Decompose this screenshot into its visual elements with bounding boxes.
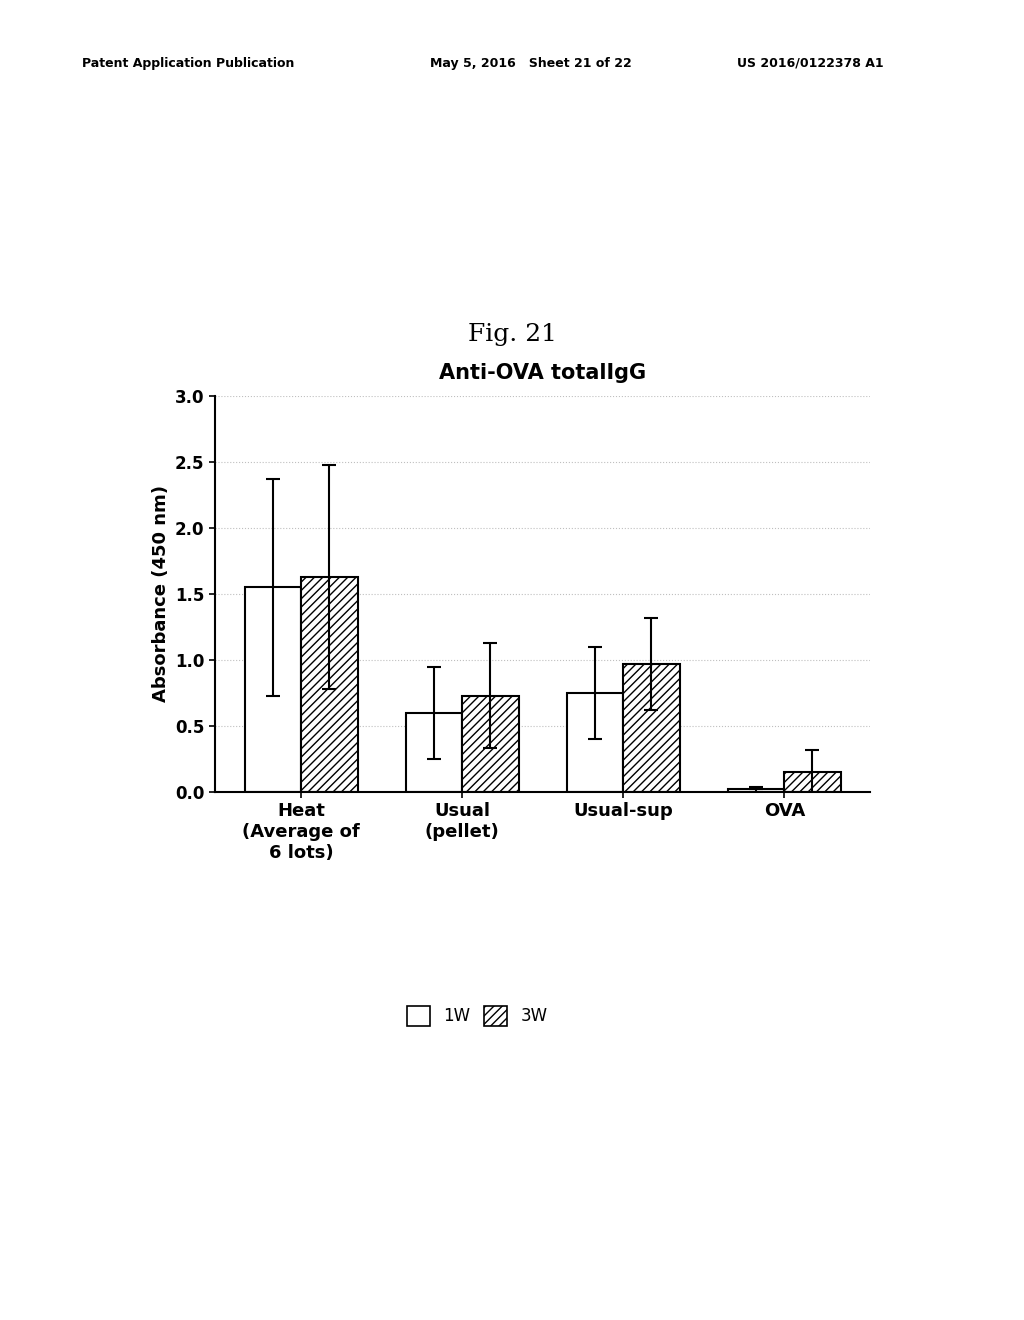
Bar: [624, 664, 680, 792]
Bar: [406, 713, 462, 792]
Text: May 5, 2016   Sheet 21 of 22: May 5, 2016 Sheet 21 of 22: [430, 57, 632, 70]
Bar: [784, 772, 841, 792]
Legend: 1W, 3W: 1W, 3W: [407, 1006, 548, 1026]
Text: US 2016/0122378 A1: US 2016/0122378 A1: [737, 57, 884, 70]
Text: Patent Application Publication: Patent Application Publication: [82, 57, 294, 70]
Title: Anti-OVA totalIgG: Anti-OVA totalIgG: [439, 363, 646, 383]
Y-axis label: Absorbance (450 nm): Absorbance (450 nm): [152, 486, 170, 702]
Bar: [462, 696, 518, 792]
Bar: [728, 789, 784, 792]
Text: Fig. 21: Fig. 21: [468, 323, 556, 346]
Bar: [567, 693, 624, 792]
Bar: [245, 587, 301, 792]
Bar: [301, 577, 357, 792]
